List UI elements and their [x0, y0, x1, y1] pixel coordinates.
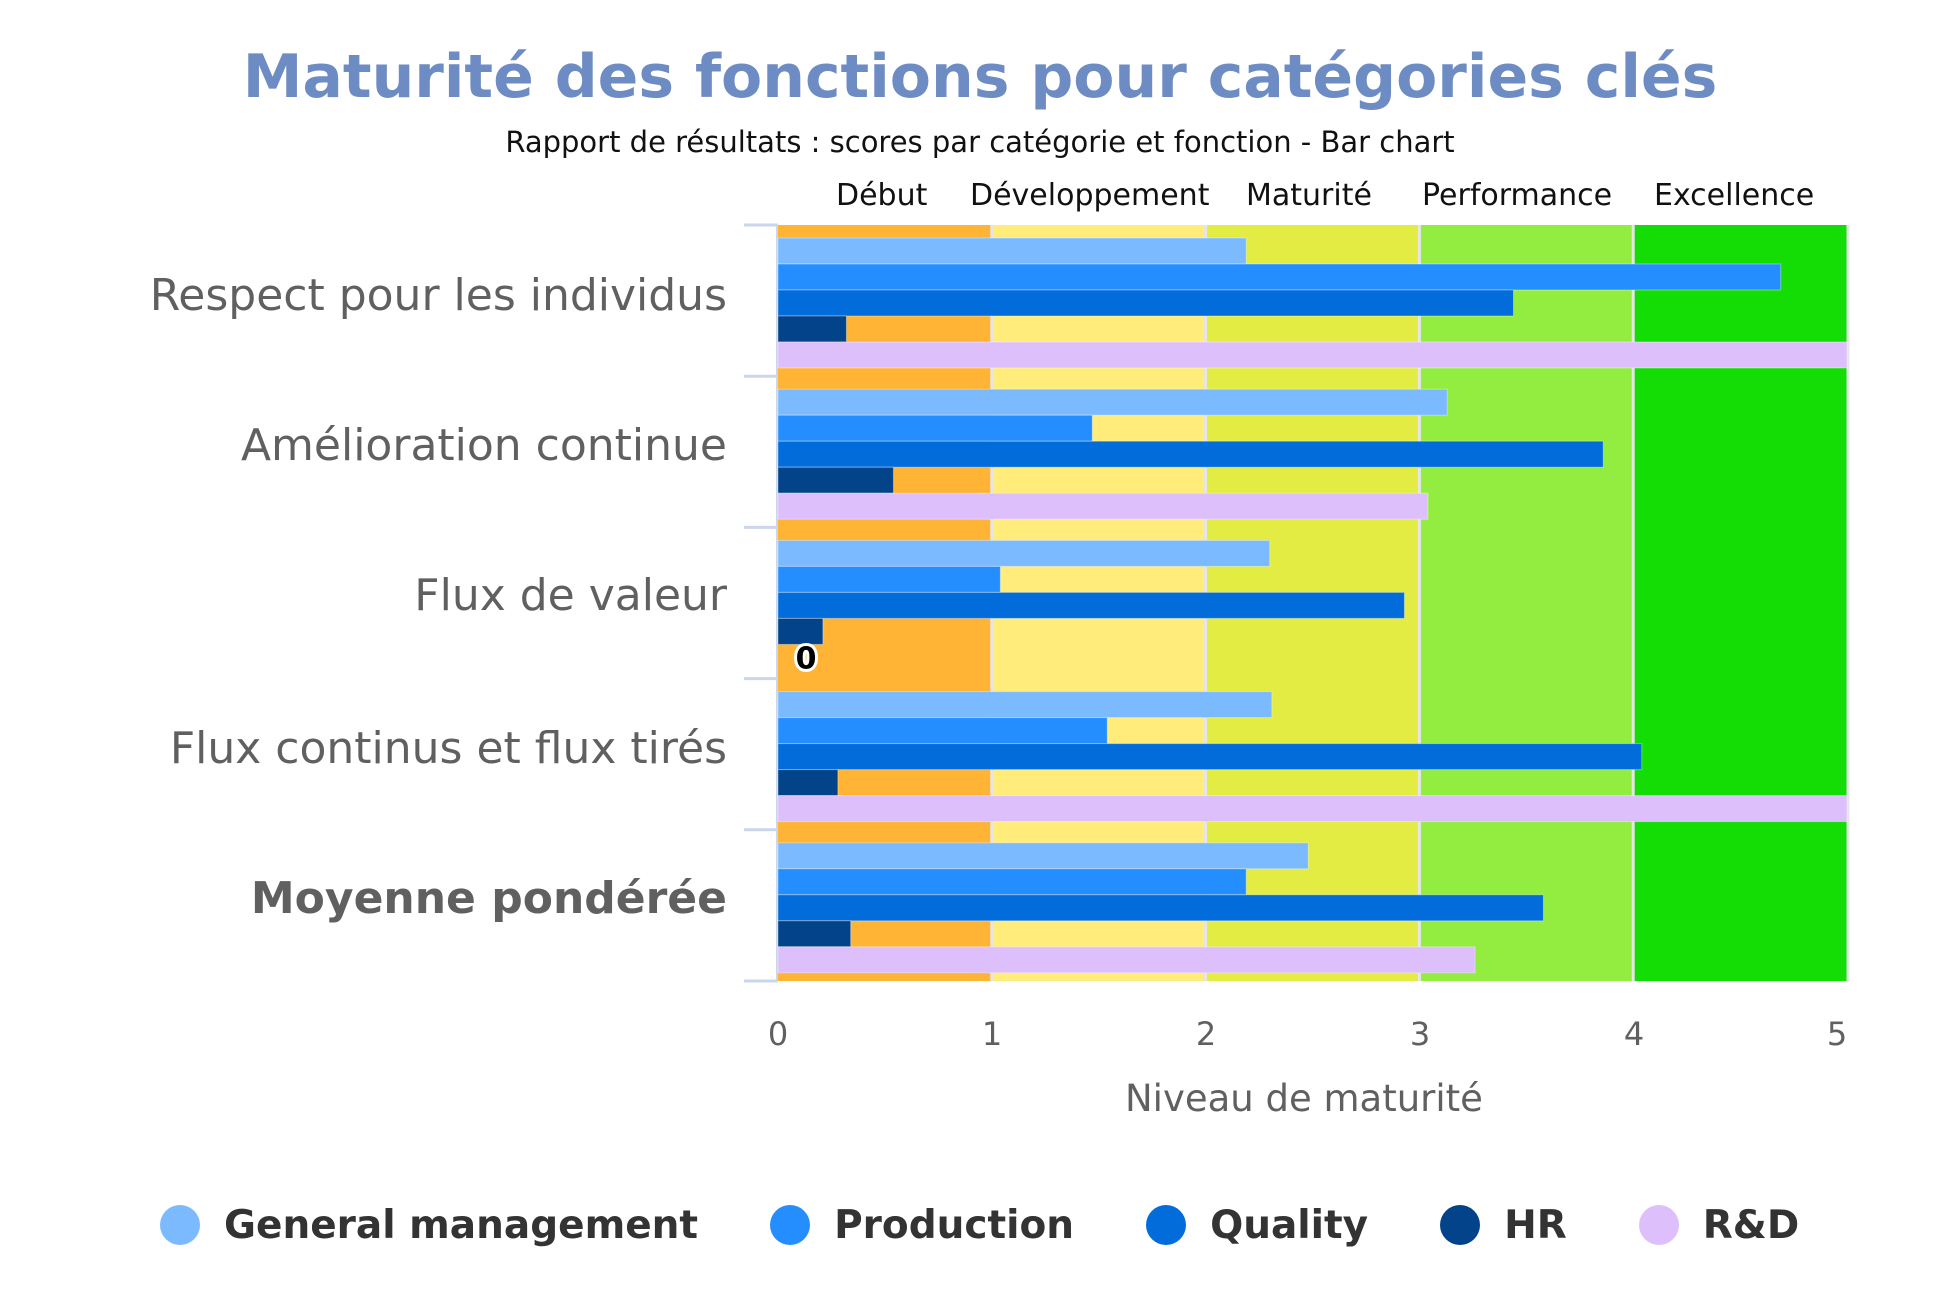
x-tick-2: 2	[1195, 1015, 1217, 1053]
data-label: 0	[796, 641, 817, 676]
bar-production-2	[777, 414, 1093, 442]
bar-r-d-1	[777, 341, 1848, 369]
bar-hr-5	[777, 920, 852, 948]
bar-general-management-1	[777, 237, 1247, 265]
legend-label: General management	[224, 1202, 699, 1248]
legend-item-production[interactable]: Production	[770, 1203, 1074, 1248]
legend-label: HR	[1504, 1202, 1567, 1248]
chart-subtitle: Rapport de résultats : scores par catégo…	[505, 125, 1455, 159]
x-tick-3: 3	[1409, 1015, 1431, 1053]
legend-item-general-management[interactable]: General management	[160, 1203, 698, 1248]
bar-hr-2	[777, 466, 894, 494]
legend-marker-icon	[770, 1205, 811, 1245]
legend-item-quality[interactable]: Quality	[1146, 1203, 1368, 1248]
bar-hr-4	[777, 769, 839, 797]
bar-production-1	[777, 263, 1782, 291]
bar-production-5	[777, 868, 1247, 896]
legend-marker-icon	[160, 1205, 200, 1245]
bar-quality-4	[777, 743, 1643, 771]
legend-label: R&D	[1702, 1202, 1800, 1248]
bar-general-management-4	[777, 691, 1273, 719]
legend-marker-icon	[1638, 1205, 1679, 1245]
bar-r-d-2	[777, 492, 1429, 520]
bar-quality-5	[777, 894, 1544, 922]
plot-band-4	[1419, 225, 1634, 981]
legend-item-rd[interactable]: R&D	[1638, 1202, 1800, 1248]
category-label-flux-continus: Flux continus et flux tirés	[169, 723, 727, 774]
plot-band-5	[1633, 225, 1847, 981]
category-label-moyenne: Moyenne pondérée	[250, 873, 727, 924]
x-tick-1: 1	[981, 1015, 1003, 1053]
bar-quality-3	[777, 591, 1405, 619]
bar-hr-3	[777, 617, 824, 645]
band-label-performance: Performance	[1422, 178, 1613, 213]
legend-item-hr[interactable]: HR	[1440, 1203, 1567, 1248]
chart-title: Maturité des fonctions pour catégories c…	[242, 42, 1718, 112]
legend-label: Quality	[1210, 1202, 1369, 1248]
bar-r-d-5	[777, 946, 1476, 974]
bar-general-management-5	[777, 842, 1309, 870]
x-tick-0: 0	[767, 1015, 789, 1053]
bar-quality-1	[777, 289, 1514, 317]
legend-label: Production	[834, 1202, 1075, 1248]
bar-quality-2	[777, 440, 1604, 468]
bar-general-management-3	[777, 539, 1271, 567]
band-label-developpement: Développement	[970, 178, 1210, 213]
bar-general-management-2	[777, 388, 1448, 416]
category-label-amelioration: Amélioration continue	[240, 420, 727, 471]
legend-marker-icon	[1146, 1205, 1187, 1245]
x-axis-title: Niveau de maturité	[1125, 1077, 1483, 1120]
band-label-debut: Début	[836, 178, 928, 213]
band-label-excellence: Excellence	[1654, 178, 1815, 213]
x-tick-4: 4	[1623, 1015, 1645, 1053]
band-label-maturite: Maturité	[1246, 178, 1372, 213]
bar-production-3	[777, 565, 1001, 593]
x-tick-5: 5	[1826, 1015, 1848, 1053]
category-label-flux-valeur: Flux de valeur	[414, 570, 727, 621]
legend: General management Production Quality HR…	[160, 1200, 1871, 1250]
bar-hr-1	[777, 315, 847, 343]
bar-production-4	[777, 717, 1108, 745]
legend-marker-icon	[1440, 1205, 1481, 1245]
category-label-respect: Respect pour les individus	[149, 270, 727, 321]
bar-r-d-4	[777, 795, 1848, 823]
